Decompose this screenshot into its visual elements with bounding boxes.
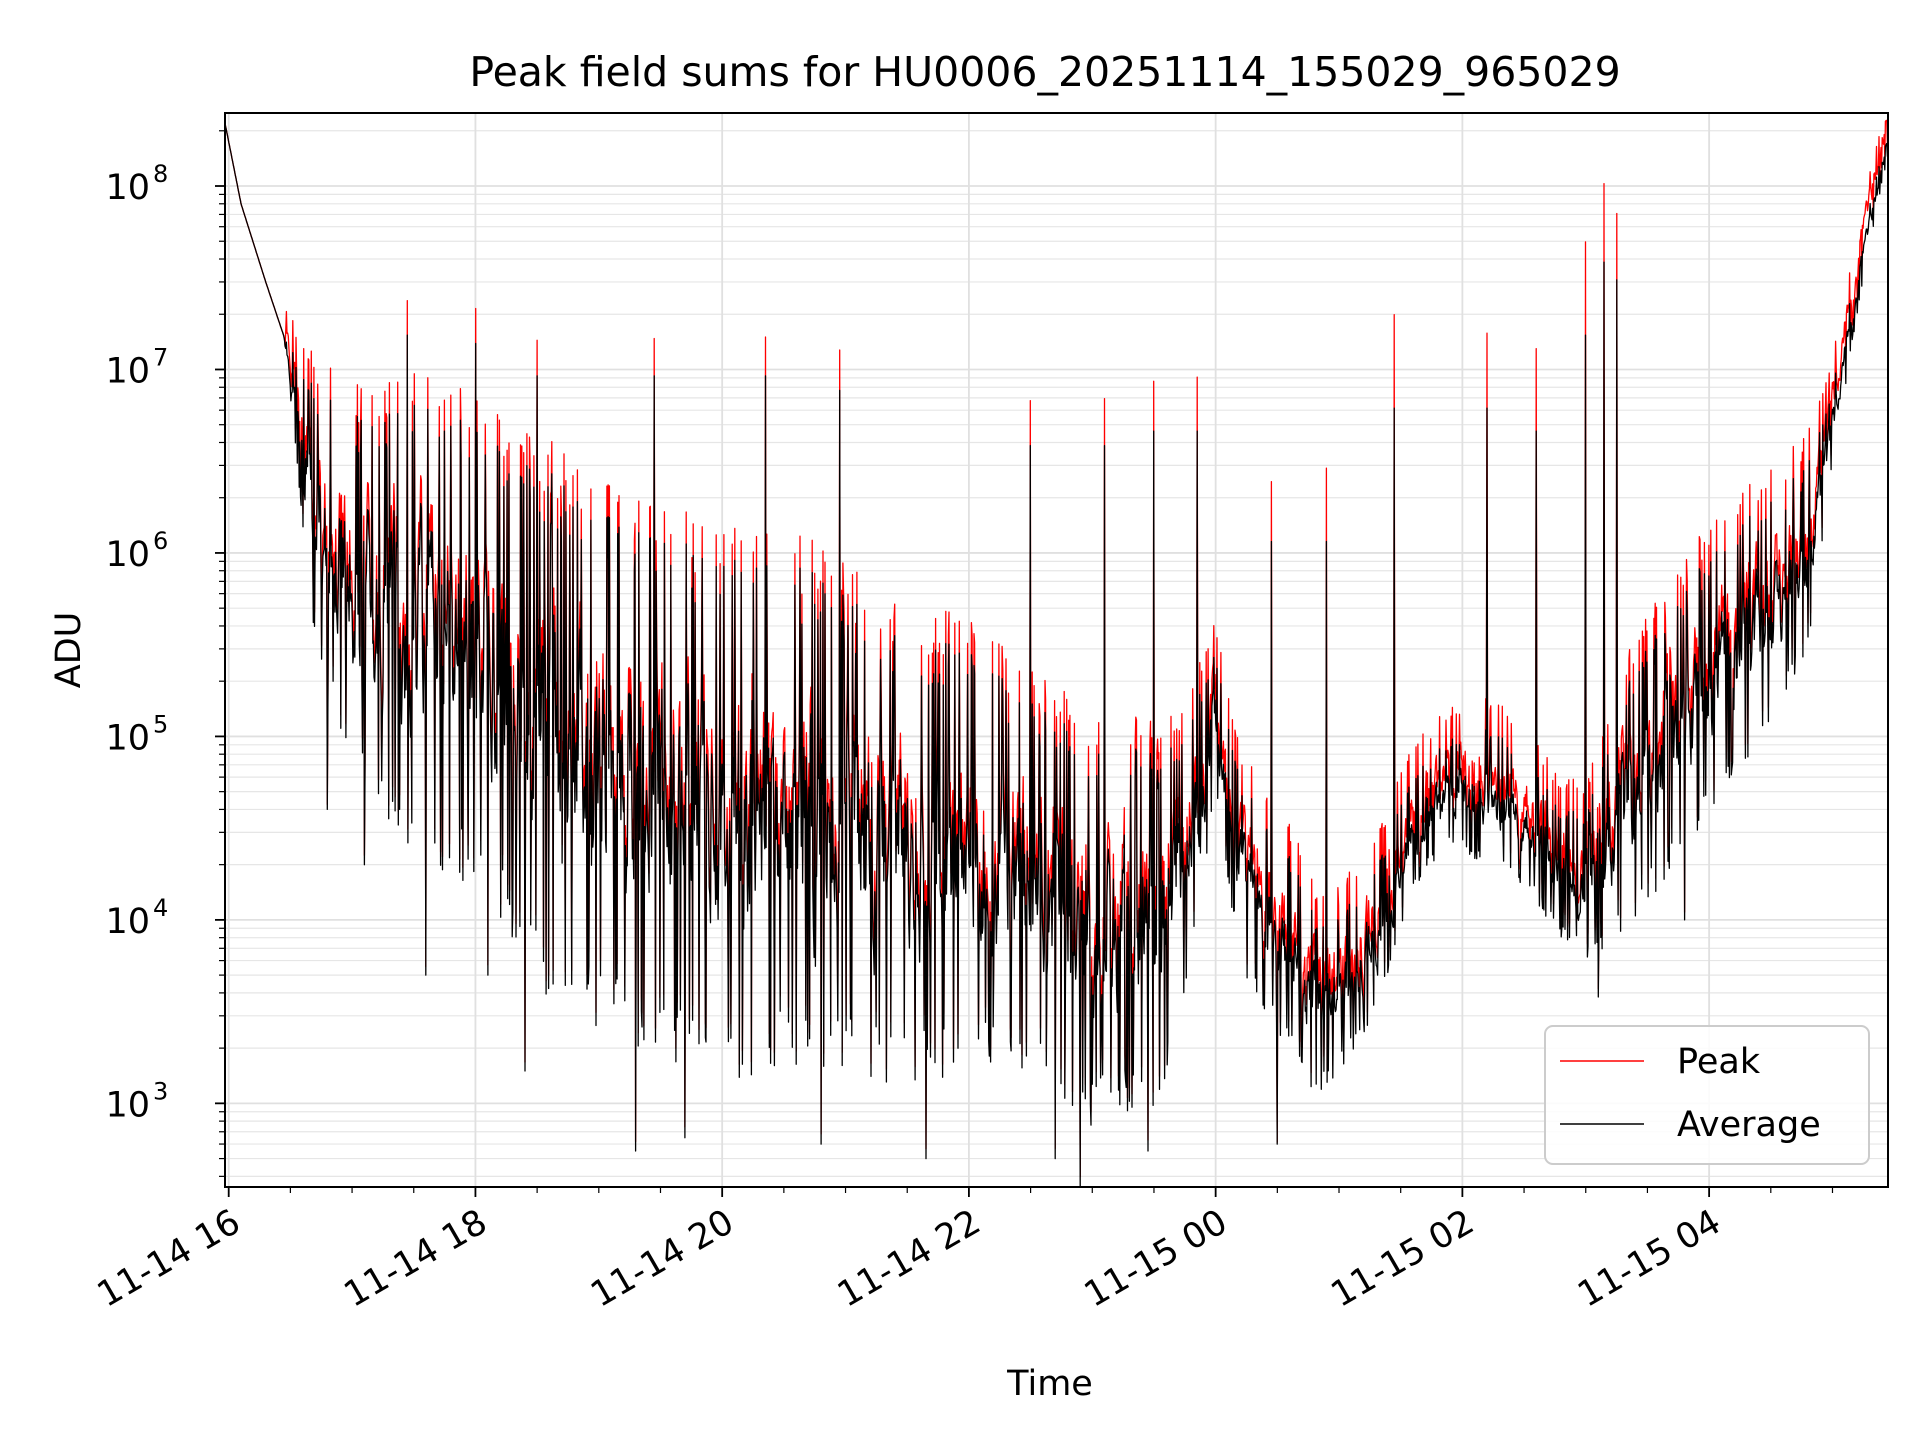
y-axis-label: ADU — [49, 612, 89, 689]
y-tick-exponent: 6 — [153, 527, 168, 555]
series-layer — [225, 119, 1888, 1187]
y-tick-label: 10 — [105, 902, 150, 942]
y-tick-exponent: 4 — [153, 894, 168, 922]
legend: Peak Average — [1544, 1025, 1870, 1165]
x-axis-label: Time — [1006, 1364, 1093, 1404]
y-tick-exponent: 7 — [153, 343, 168, 371]
y-tick-exponent: 8 — [153, 160, 168, 188]
plot-frame — [224, 112, 1889, 1188]
grid-layer — [225, 113, 1888, 1187]
y-tick-label: 10 — [105, 168, 150, 208]
series-average-line — [225, 123, 1888, 1187]
chart-title: Peak field sums for HU0006_20251114_1550… — [469, 48, 1620, 96]
y-tick-label: 10 — [105, 1085, 150, 1125]
y-tick-label: 10 — [105, 351, 150, 391]
y-tick-label: 10 — [105, 535, 150, 575]
legend-peak-label: Peak — [1677, 1042, 1761, 1082]
y-tick-exponent: 3 — [153, 1077, 168, 1105]
legend-average-label: Average — [1677, 1105, 1821, 1145]
y-tick-label: 10 — [105, 718, 150, 758]
y-tick-exponent: 5 — [153, 710, 168, 738]
